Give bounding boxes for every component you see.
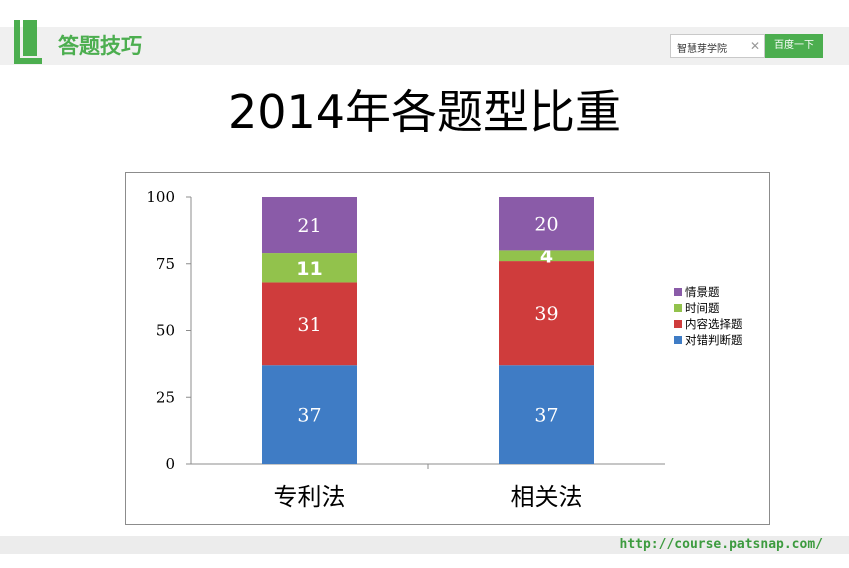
legend-label: 内容选择题	[685, 317, 743, 331]
y-tick-label: 25	[156, 388, 175, 406]
y-tick-label: 0	[165, 455, 175, 473]
x-category-label: 专利法	[274, 483, 346, 511]
legend-label: 对错判断题	[685, 333, 743, 347]
data-label: 39	[534, 303, 558, 325]
page-title: 2014年各题型比重	[227, 85, 622, 139]
bar-segment	[262, 197, 357, 254]
chart-frame	[125, 172, 770, 525]
data-label: 21	[297, 215, 321, 237]
data-label: 37	[534, 405, 558, 427]
data-label: 4	[540, 246, 553, 268]
data-label: 11	[296, 258, 322, 280]
legend-swatch	[674, 288, 682, 296]
bar-segment	[499, 197, 594, 251]
bar-segment	[262, 282, 357, 366]
legend-swatch	[674, 320, 682, 328]
y-tick-label: 75	[156, 255, 175, 273]
bar-segment	[262, 365, 357, 464]
search-button[interactable]: 百度一下	[765, 34, 823, 58]
footer-url[interactable]: http://course.patsnap.com/	[619, 537, 824, 552]
bar-segment	[499, 261, 594, 366]
footer-band	[0, 536, 849, 554]
section-title: 答题技巧	[58, 34, 142, 58]
bar-segment	[499, 365, 594, 464]
bar-segment	[499, 250, 594, 262]
legend-swatch	[674, 336, 682, 344]
search-input[interactable]	[677, 39, 747, 55]
legend-label: 时间题	[685, 301, 720, 315]
data-label: 37	[297, 405, 321, 427]
bar-segment	[262, 253, 357, 283]
stacked-bar-chart: 0 25 50 75 100 37 31 11 21 专利法 37 39 4 20 相关法 情景题时间题内容选…	[146, 188, 743, 511]
data-label: 20	[534, 214, 558, 236]
y-tick-label: 50	[156, 322, 175, 340]
search-box[interactable]: ✕	[670, 34, 765, 58]
data-label: 31	[297, 314, 321, 336]
legend-label: 情景题	[685, 285, 720, 299]
y-tick-label: 100	[146, 188, 175, 206]
x-category-label: 相关法	[511, 483, 583, 511]
legend-swatch	[674, 304, 682, 312]
number-one-logo-icon	[14, 20, 42, 64]
clear-icon[interactable]: ✕	[750, 39, 761, 53]
